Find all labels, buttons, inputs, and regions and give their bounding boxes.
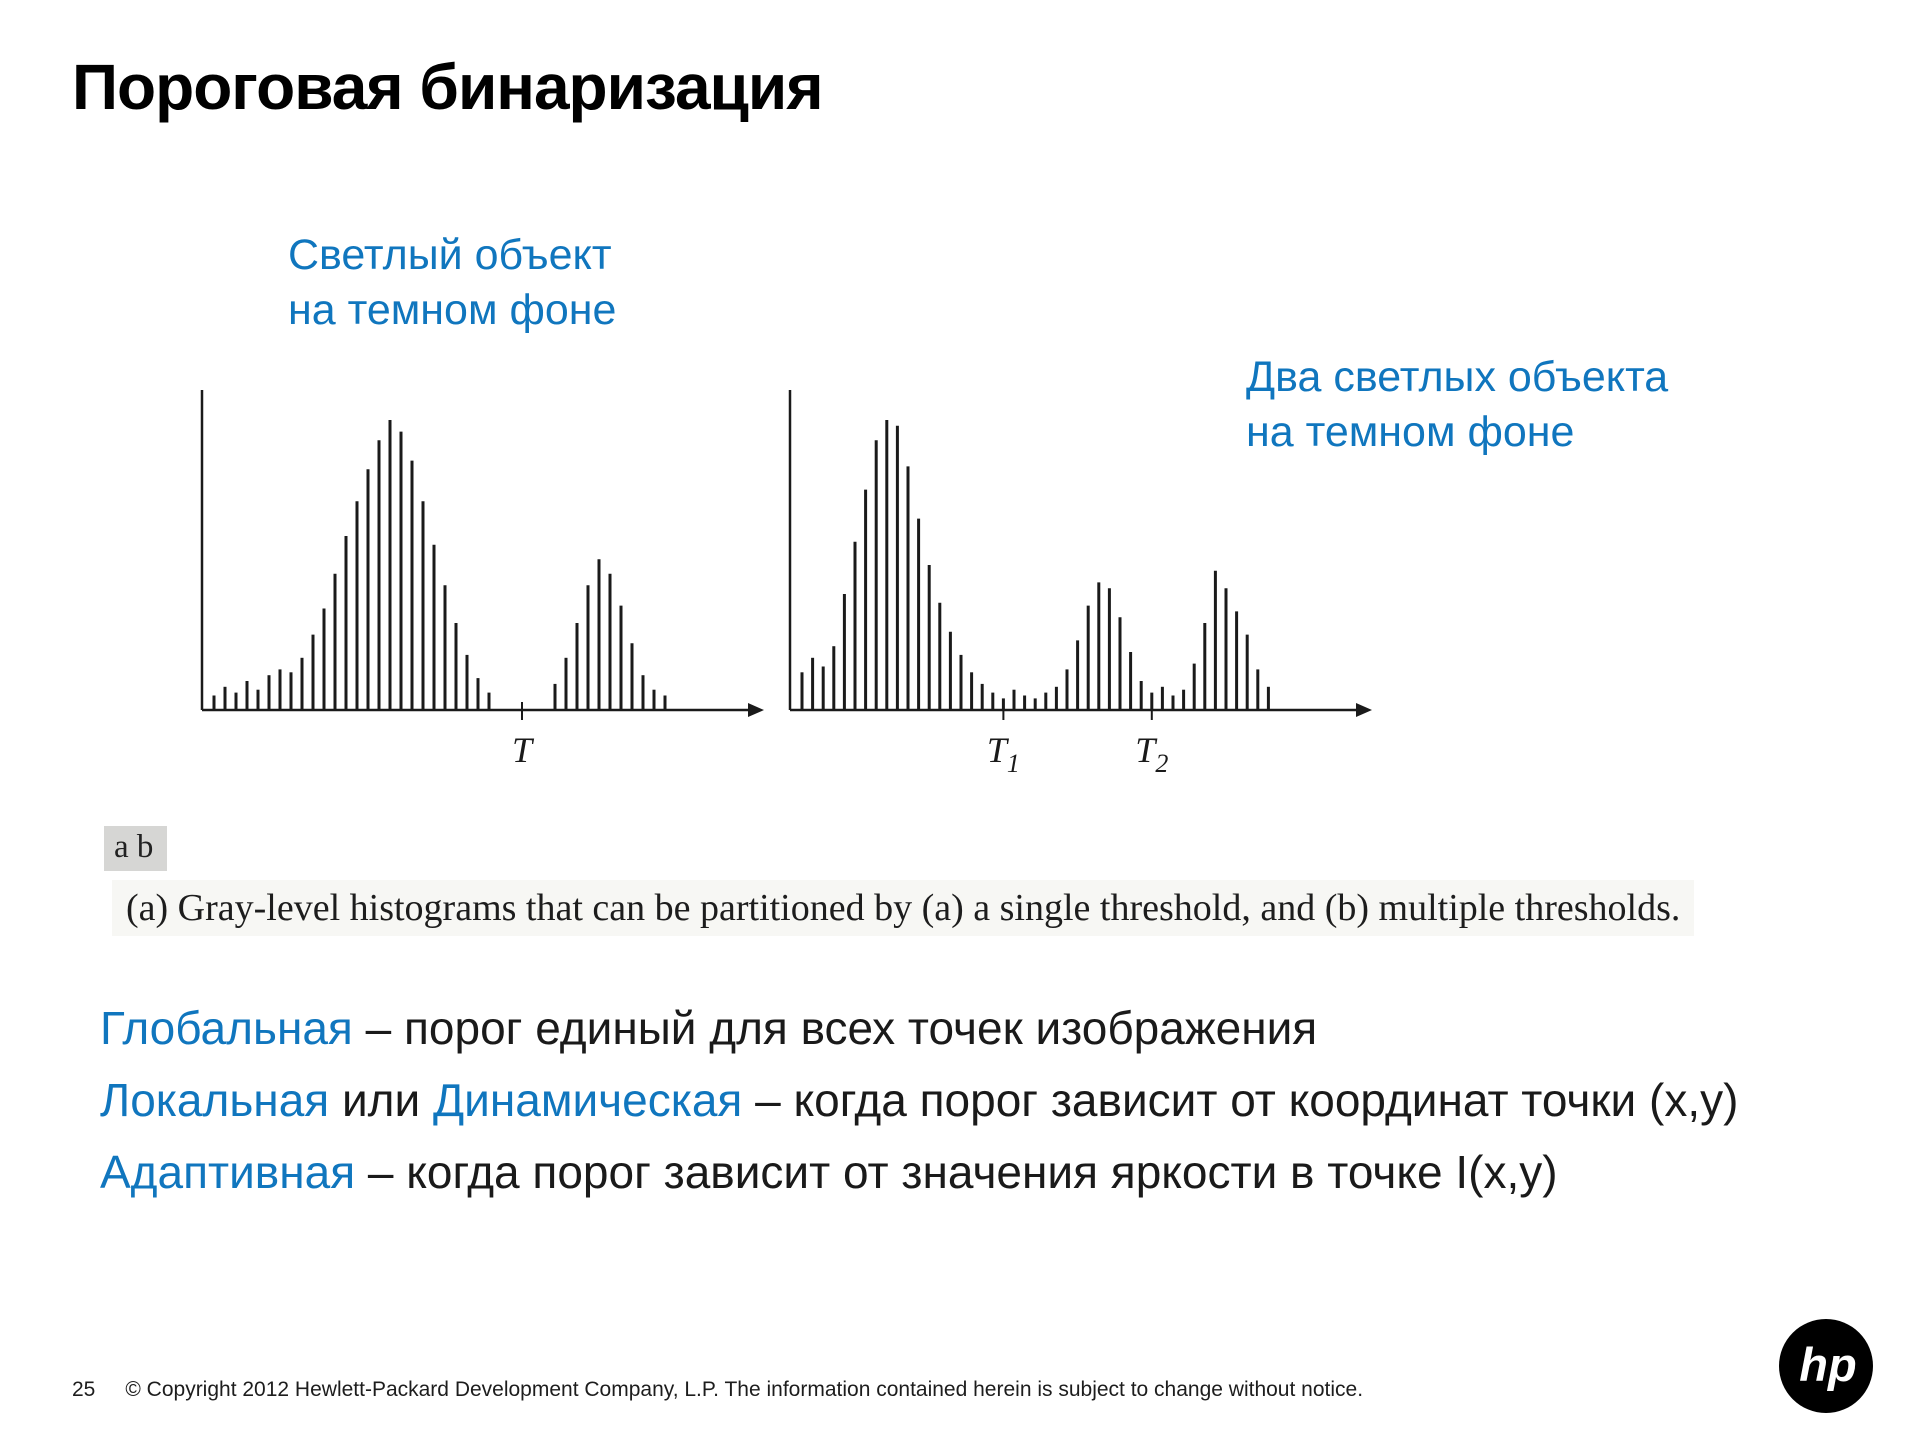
bullet-line: Локальная или Динамическая – когда порог… [100,1064,1738,1136]
histogram-single-threshold: T [200,390,764,770]
bullet-keyword: Глобальная [100,1002,353,1054]
page-title: Пороговая бинаризация [72,51,824,123]
bullet-text: – когда порог зависит от координат точки… [742,1074,1739,1126]
bullet-text: – порог единый для всех точек изображени… [352,1002,1318,1054]
hp-logo-circle [1779,1319,1873,1413]
copyright-text: © Copyright 2012 Hewlett-Packard Develop… [125,1378,1364,1401]
right-histogram-annotation: Два светлых объекта на темном фоне [1246,350,1668,460]
right-annotation-line2: на темном фоне [1246,408,1575,457]
left-annotation-line2: на темном фоне [288,286,617,335]
page-number: 25 [72,1378,96,1401]
threshold-label: T2 [1135,730,1168,778]
bullet-text: – когда порог зависит от значения яркост… [355,1146,1558,1198]
right-annotation-line1: Два светлых объекта [1246,353,1669,401]
bullet-line: Адаптивная – когда порог зависит от знач… [100,1136,1738,1208]
bullet-keyword: Локальная [100,1074,330,1126]
bullet-list: Глобальная – порог единый для всех точек… [100,992,1738,1208]
bullet-keyword: Адаптивная [100,1146,356,1198]
left-annotation-line1: Светлый объект [288,231,612,279]
left-histogram-annotation: Светлый объект на темном фоне [288,228,616,338]
bullet-line: Глобальная – порог единый для всех точек… [100,992,1738,1064]
threshold-label: T [512,730,535,770]
histogram-multiple-thresholds: T1 T2 [788,390,1372,778]
figure-caption: (a) Gray-level histograms that can be pa… [112,880,1695,936]
threshold-label: T1 [987,730,1020,778]
slide-footer: 25 © Copyright 2012 Hewlett-Packard Devel… [72,1378,1363,1402]
hp-logo: hp [1779,1319,1873,1413]
bullet-keyword: Динамическая [433,1074,743,1126]
figure-ab-label: a b [104,826,168,871]
bullet-text: или [329,1074,433,1126]
hp-logo-text: hp [1799,1338,1856,1391]
